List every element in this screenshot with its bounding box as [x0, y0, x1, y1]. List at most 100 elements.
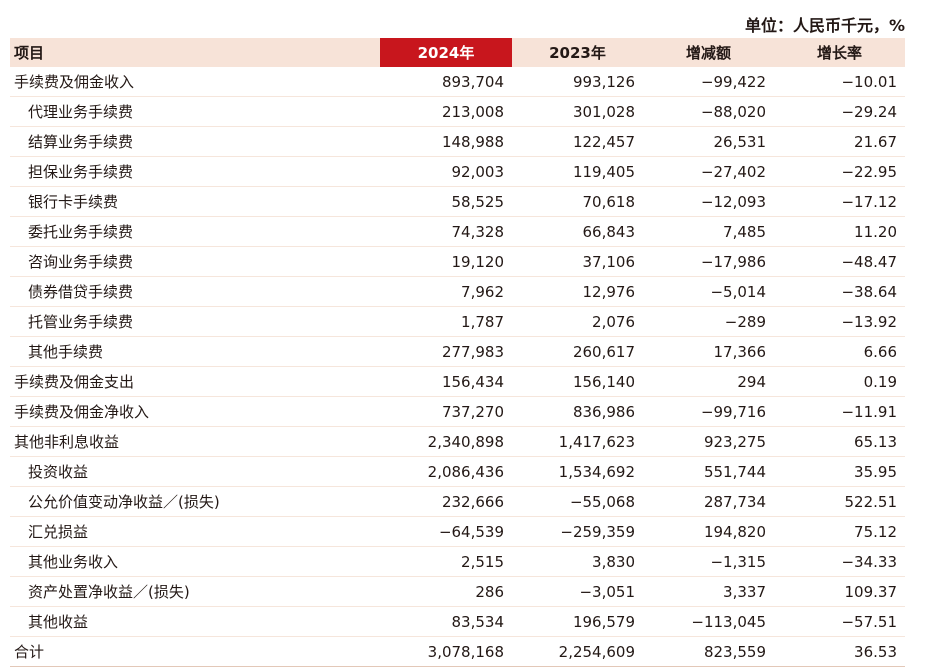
cell-2023: 260,617 [512, 336, 643, 367]
table-row: 公允价值变动净收益／(损失) 232,666 −55,068 287,734 522.5… [10, 486, 905, 517]
cell-growth: 75.12 [774, 516, 905, 547]
cell-2024: 277,983 [380, 336, 512, 367]
cell-change: 26,531 [643, 126, 774, 157]
table-row: 代理业务手续费 213,008 301,028 −88,020 −29.24 [10, 96, 905, 127]
table-row: 手续费及佣金支出 156,434 156,140 294 0.19 [10, 366, 905, 397]
cell-change: 194,820 [643, 516, 774, 547]
cell-change: 294 [643, 366, 774, 397]
cell-change: 3,337 [643, 576, 774, 607]
row-label: 手续费及佣金净收入 [10, 396, 380, 427]
cell-growth: −17.12 [774, 186, 905, 217]
cell-2024: 2,086,436 [380, 456, 512, 487]
cell-change: −113,045 [643, 606, 774, 637]
cell-growth: −10.01 [774, 67, 905, 97]
cell-change: 551,744 [643, 456, 774, 487]
cell-2023: 12,976 [512, 276, 643, 307]
table-row: 其他业务收入 2,515 3,830 −1,315 −34.33 [10, 546, 905, 577]
table-row: 投资收益 2,086,436 1,534,692 551,744 35.95 [10, 456, 905, 487]
cell-2024: 83,534 [380, 606, 512, 637]
cell-2023: 156,140 [512, 366, 643, 397]
row-label: 其他手续费 [10, 336, 380, 367]
row-label: 银行卡手续费 [10, 186, 380, 217]
unit-note: 单位：人民币千元，% [744, 16, 905, 35]
cell-growth: −29.24 [774, 96, 905, 127]
cell-change: −88,020 [643, 96, 774, 127]
cell-2024: 7,962 [380, 276, 512, 307]
cell-growth: 0.19 [774, 366, 905, 397]
cell-2024: 74,328 [380, 216, 512, 247]
row-label: 公允价值变动净收益／(损失) [10, 486, 380, 517]
row-label: 投资收益 [10, 456, 380, 487]
cell-2024: 2,515 [380, 546, 512, 577]
row-label: 咨询业务手续费 [10, 246, 380, 277]
cell-growth: −11.91 [774, 396, 905, 427]
cell-change: −99,422 [643, 67, 774, 97]
cell-growth: 522.51 [774, 486, 905, 517]
row-label: 其他业务收入 [10, 546, 380, 577]
table-row: 结算业务手续费 148,988 122,457 26,531 21.67 [10, 126, 905, 157]
cell-2023: 119,405 [512, 156, 643, 187]
cell-2023: 1,417,623 [512, 426, 643, 457]
cell-2024: 19,120 [380, 246, 512, 277]
cell-2024: 156,434 [380, 366, 512, 397]
header-change: 增减额 [643, 38, 774, 67]
cell-2024: 737,270 [380, 396, 512, 427]
cell-growth: −34.33 [774, 546, 905, 577]
table-row: 托管业务手续费 1,787 2,076 −289 −13.92 [10, 306, 905, 337]
table-row: 委托业务手续费 74,328 66,843 7,485 11.20 [10, 216, 905, 247]
cell-change: −17,986 [643, 246, 774, 277]
cell-2023: −3,051 [512, 576, 643, 607]
cell-2023: 37,106 [512, 246, 643, 277]
cell-change: −99,716 [643, 396, 774, 427]
table-row: 合计 3,078,168 2,254,609 823,559 36.53 [10, 636, 905, 667]
row-label: 托管业务手续费 [10, 306, 380, 337]
row-label: 汇兑损益 [10, 516, 380, 547]
header-2024: 2024年 [380, 38, 512, 67]
fee-income-table: 项目 2024年 2023年 增减额 增长率 手续费及佣金收入 893,704 99… [10, 38, 905, 667]
table-row: 担保业务手续费 92,003 119,405 −27,402 −22.95 [10, 156, 905, 187]
cell-2023: −55,068 [512, 486, 643, 517]
table-row: 其他收益 83,534 196,579 −113,045 −57.51 [10, 606, 905, 637]
cell-growth: −22.95 [774, 156, 905, 187]
row-label: 手续费及佣金收入 [10, 67, 380, 97]
cell-2023: 196,579 [512, 606, 643, 637]
cell-change: 923,275 [643, 426, 774, 457]
cell-2024: 1,787 [380, 306, 512, 337]
cell-2024: 92,003 [380, 156, 512, 187]
cell-2024: 232,666 [380, 486, 512, 517]
cell-2023: 66,843 [512, 216, 643, 247]
cell-2024: 3,078,168 [380, 636, 512, 667]
cell-2023: 836,986 [512, 396, 643, 427]
table-row: 其他手续费 277,983 260,617 17,366 6.66 [10, 336, 905, 367]
row-label: 债券借贷手续费 [10, 276, 380, 307]
cell-growth: 109.37 [774, 576, 905, 607]
cell-growth: 21.67 [774, 126, 905, 157]
cell-growth: 6.66 [774, 336, 905, 367]
cell-2024: 286 [380, 576, 512, 607]
cell-growth: −13.92 [774, 306, 905, 337]
cell-2023: 2,254,609 [512, 636, 643, 667]
cell-2023: 1,534,692 [512, 456, 643, 487]
table-row: 汇兑损益 −64,539 −259,359 194,820 75.12 [10, 516, 905, 547]
cell-change: −289 [643, 306, 774, 337]
table-row: 手续费及佣金净收入 737,270 836,986 −99,716 −11.91 [10, 396, 905, 427]
cell-change: −27,402 [643, 156, 774, 187]
cell-growth: −48.47 [774, 246, 905, 277]
row-label: 其他非利息收益 [10, 426, 380, 457]
cell-change: 823,559 [643, 636, 774, 667]
table-header-row: 项目 2024年 2023年 增减额 增长率 [10, 38, 905, 67]
row-label: 手续费及佣金支出 [10, 366, 380, 397]
cell-change: 17,366 [643, 336, 774, 367]
cell-2023: 70,618 [512, 186, 643, 217]
table-row: 资产处置净收益／(损失) 286 −3,051 3,337 109.37 [10, 576, 905, 607]
table-row: 手续费及佣金收入 893,704 993,126 −99,422 −10.01 [10, 67, 905, 97]
table-body: 手续费及佣金收入 893,704 993,126 −99,422 −10.01 代理业务手… [10, 67, 905, 667]
cell-2023: 122,457 [512, 126, 643, 157]
table-row: 其他非利息收益 2,340,898 1,417,623 923,275 65.13 [10, 426, 905, 457]
cell-change: 287,734 [643, 486, 774, 517]
cell-2024: −64,539 [380, 516, 512, 547]
header-2023: 2023年 [512, 38, 643, 67]
table-row: 咨询业务手续费 19,120 37,106 −17,986 −48.47 [10, 246, 905, 277]
cell-2024: 2,340,898 [380, 426, 512, 457]
header-item: 项目 [10, 38, 380, 67]
